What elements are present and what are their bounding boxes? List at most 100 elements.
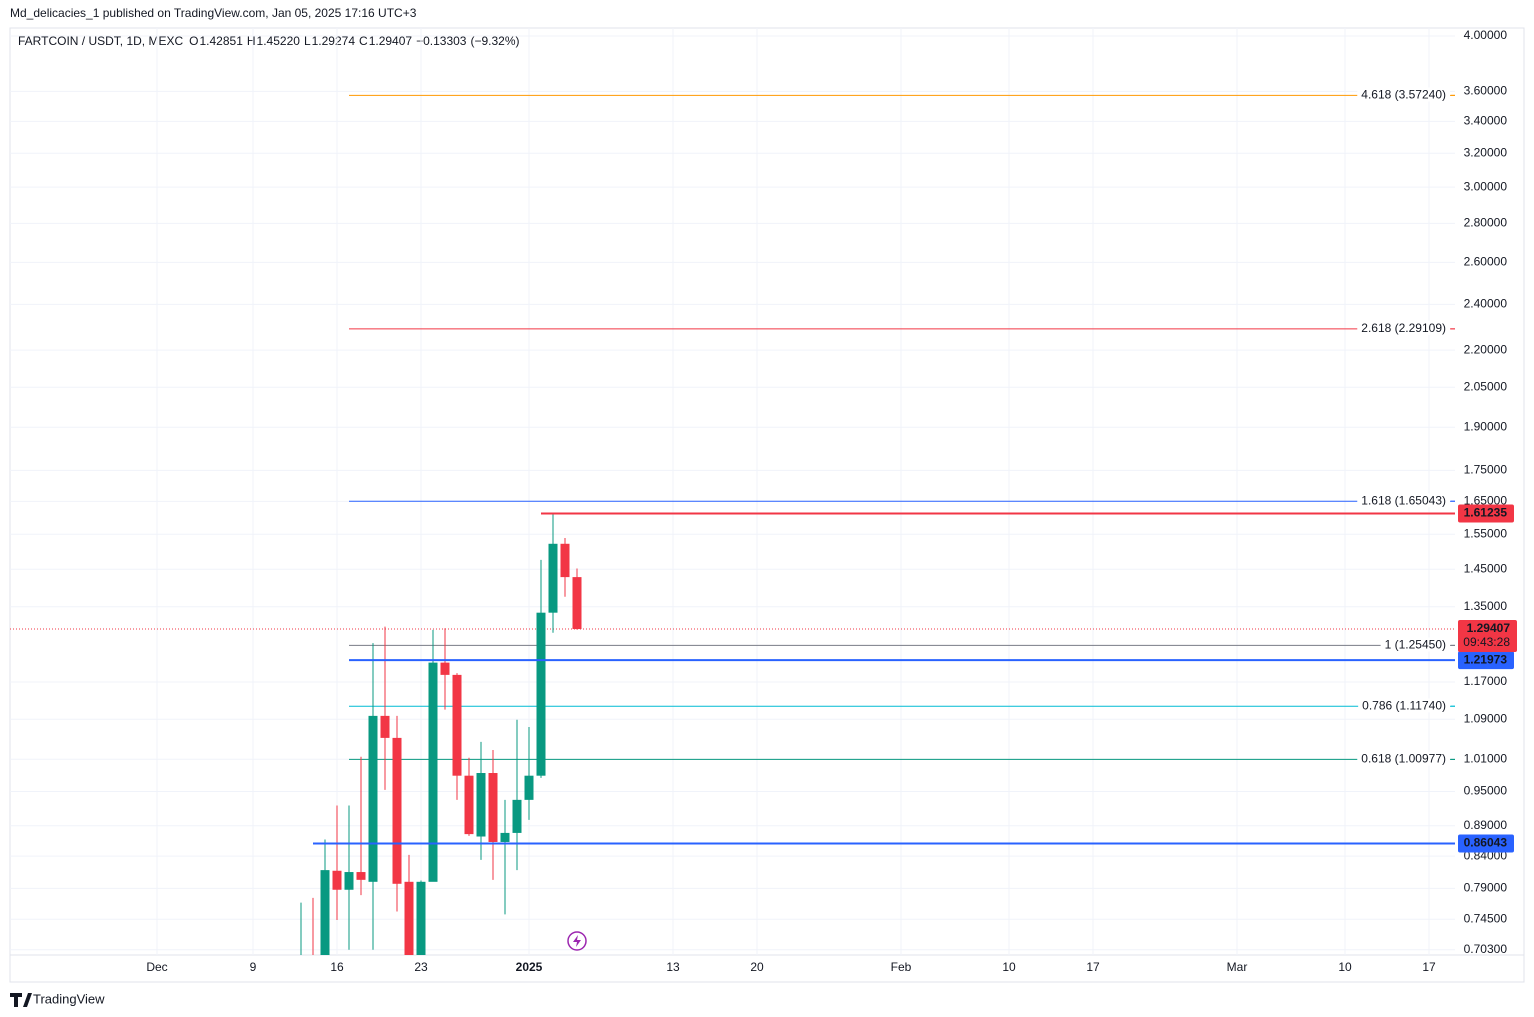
frame (9, 27, 1525, 983)
y-tick-label: 1.17000 (1464, 674, 1508, 688)
brand-logo (10, 993, 32, 1007)
candle-body (309, 967, 318, 1016)
x-tick-label: 23 (414, 960, 428, 974)
x-tick-label: Feb (891, 960, 912, 974)
fib-label-bg (1358, 698, 1451, 713)
x-tick-label: 13 (666, 960, 680, 974)
candle-body (344, 872, 354, 890)
candle-body (452, 674, 462, 776)
candle-body (428, 662, 438, 882)
fib-label-bg (1357, 321, 1451, 336)
candle-body (416, 881, 426, 955)
candle-body (476, 773, 486, 837)
y-tick-label: 0.74500 (1464, 911, 1508, 925)
legend-text: H (247, 34, 256, 48)
legend-text: 1.45220 (257, 34, 301, 48)
candle-body (572, 577, 582, 630)
grid (10, 28, 1455, 955)
fib-label: 1 (1.25450) (1385, 638, 1446, 652)
candle-body (512, 799, 522, 833)
candle-body (488, 773, 498, 842)
price-level-label: 1.61235 (1464, 506, 1508, 520)
fib-label: 4.618 (3.57240) (1361, 88, 1446, 102)
candle-body (380, 715, 390, 738)
price-level-box (1458, 834, 1514, 853)
price-level-box (1458, 504, 1514, 523)
x-tick-label: 10 (1338, 960, 1352, 974)
legend-text: O (189, 34, 198, 48)
fib-label-bg (1357, 493, 1451, 508)
legend-text: FARTCOIN / USDT, 1D, MEXC (18, 34, 183, 48)
fib-label: 2.618 (2.29109) (1361, 321, 1446, 335)
candle-body (548, 543, 558, 613)
candle-body (356, 872, 366, 880)
y-tick-label: 0.89000 (1464, 818, 1508, 832)
legend-text: 1.42851 (199, 34, 243, 48)
y-tick-label: 1.90000 (1464, 419, 1508, 433)
legend-text: 1.29407 (369, 34, 413, 48)
fib-label-bg (1380, 637, 1450, 652)
x-tick-label: 2025 (516, 960, 543, 974)
fib-label: 0.618 (1.00977) (1361, 752, 1446, 766)
event-icon-bolt (573, 935, 581, 947)
y-tick-label: 2.80000 (1464, 216, 1508, 230)
x-tick-label: Mar (1227, 960, 1248, 974)
candle-body (536, 612, 546, 776)
price-level-box (1458, 651, 1514, 670)
candle-body (404, 881, 414, 955)
y-tick-label: 1.75000 (1464, 463, 1508, 477)
candle-body (464, 775, 474, 835)
fib-label: 0.786 (1.11740) (1362, 698, 1446, 712)
y-tick-label: 3.20000 (1464, 145, 1508, 159)
candle-body (560, 543, 570, 578)
y-tick-label: 2.20000 (1464, 342, 1508, 356)
price-level-label: 0.86043 (1464, 836, 1508, 850)
candle-body (524, 775, 534, 800)
x-tick-label: 16 (330, 960, 344, 974)
y-tick-label: 3.00000 (1464, 179, 1508, 193)
price-level-label: 1.21973 (1464, 652, 1508, 666)
x-tick-label: 9 (250, 960, 257, 974)
y-tick-label: 0.79000 (1464, 881, 1508, 895)
x-tick-label: 17 (1422, 960, 1436, 974)
y-tick-label: 1.45000 (1464, 561, 1508, 575)
y-tick-label: 2.60000 (1464, 255, 1508, 269)
candle-body (368, 715, 378, 882)
candle-body (500, 832, 510, 842)
last-price-label: 1.29407 (1467, 621, 1511, 635)
publisher: Md_delicacies_1 published on TradingView… (10, 6, 417, 20)
y-tick-label: 1.09000 (1464, 711, 1508, 725)
candle-body (332, 870, 342, 890)
legend-text: 1.29274 (312, 34, 356, 48)
plot (10, 94, 1455, 1017)
axes: 4.00000 3.60000 3.40000 3.20000 3.00000 2.800… (146, 28, 1517, 974)
x-tick-label: Dec (146, 960, 167, 974)
candle-body (440, 662, 450, 675)
y-tick-label: 1.01000 (1464, 751, 1508, 765)
candle-body (297, 967, 306, 1017)
x-tick-label: 20 (750, 960, 764, 974)
y-tick-label: 1.35000 (1464, 599, 1508, 613)
y-tick-label: 2.05000 (1464, 379, 1508, 393)
y-tick-label: 3.40000 (1464, 114, 1508, 128)
fib-label-bg (1357, 751, 1451, 766)
countdown-label: 09:43:28 (1463, 635, 1510, 649)
candle-body (392, 737, 402, 884)
y-tick-label: 0.95000 (1464, 784, 1508, 798)
y-tick-label: 2.40000 (1464, 297, 1508, 311)
fib-label: 1.618 (1.65043) (1361, 493, 1446, 507)
legend-text: (−9.32%) (470, 34, 519, 48)
y-tick-label: 1.55000 (1464, 526, 1508, 540)
fib-label-bg (1357, 87, 1451, 102)
y-tick-label: 3.60000 (1464, 83, 1508, 97)
legend: FARTCOIN / USDT, 1D, MEXC O 1.42851 H 1.4522… (18, 34, 520, 48)
x-tick-label: 10 (1002, 960, 1016, 974)
brand: TradingView (33, 991, 105, 1006)
y-tick-label: 4.00000 (1464, 28, 1508, 42)
legend-text: −0.13303 (416, 34, 467, 48)
candle-body (320, 870, 330, 955)
legend-text: C (359, 34, 368, 48)
y-tick-label: 1.65000 (1464, 494, 1508, 508)
y-tick-label: 0.70300 (1464, 942, 1508, 956)
